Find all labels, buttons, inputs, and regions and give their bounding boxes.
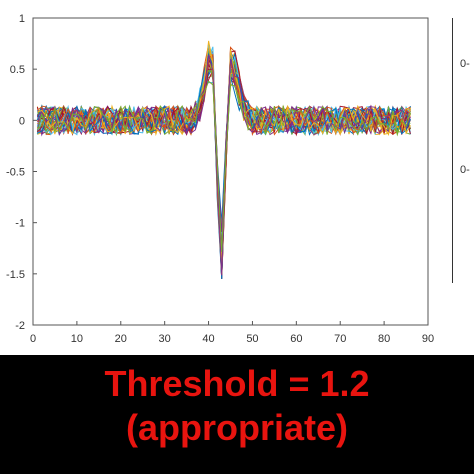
x-tick-label: 80 bbox=[378, 333, 390, 345]
caption-line-1: Threshold = 1.2 bbox=[104, 363, 370, 404]
y-tick-label: -2 bbox=[15, 320, 25, 332]
adjacent-tick-top: 0- bbox=[460, 58, 470, 70]
waveform-trace bbox=[37, 44, 411, 271]
waveform-trace bbox=[37, 54, 411, 276]
axis-ticks bbox=[32, 17, 429, 326]
waveform-trace bbox=[36, 52, 411, 278]
caption-line-2: (appropriate) bbox=[125, 407, 348, 448]
x-tick-label: 60 bbox=[290, 333, 302, 345]
waveform-trace bbox=[36, 49, 411, 276]
plot-panel: 0 10 20 30 40 50 60 70 80 90 1 0.5 0 -0.5 -1 -1.5 -2 bbox=[0, 0, 446, 355]
y-tick-label: 1 bbox=[19, 13, 25, 25]
waveform-trace bbox=[37, 53, 411, 276]
axis-tick-labels: 0 10 20 30 40 50 60 70 80 90 1 0.5 0 -0.5 -1 -1.5 -2 bbox=[6, 13, 434, 345]
waveform-chart: 0 10 20 30 40 50 60 70 80 90 1 0.5 0 -0.5 -1 -1.5 -2 bbox=[6, 13, 434, 345]
y-tick-label: -1 bbox=[15, 218, 25, 230]
y-tick-label: 0 bbox=[19, 115, 25, 127]
x-tick-label: 50 bbox=[246, 333, 258, 345]
waveform-trace bbox=[37, 52, 411, 279]
waveform-trace bbox=[37, 40, 411, 274]
waveform-traces bbox=[36, 40, 411, 279]
x-tick-label: 40 bbox=[202, 333, 214, 345]
x-tick-label: 90 bbox=[422, 333, 434, 345]
y-tick-label: 0.5 bbox=[10, 64, 25, 76]
waveform-trace bbox=[37, 45, 411, 277]
adjacent-axis-line bbox=[452, 18, 453, 283]
waveform-trace bbox=[37, 50, 411, 279]
y-tick-label: -0.5 bbox=[6, 167, 25, 179]
threshold-caption: Threshold = 1.2 (appropriate) bbox=[0, 362, 474, 450]
waveform-trace bbox=[36, 55, 411, 271]
waveform-trace bbox=[36, 54, 411, 274]
x-tick-label: 0 bbox=[30, 333, 36, 345]
waveform-trace bbox=[36, 44, 411, 279]
waveform-trace bbox=[36, 43, 411, 279]
y-tick-label: -1.5 bbox=[6, 269, 25, 281]
adjacent-panel-fragment: 0- 0- bbox=[446, 0, 474, 355]
x-tick-label: 70 bbox=[334, 333, 346, 345]
x-tick-label: 10 bbox=[71, 333, 83, 345]
adjacent-tick-mid: 0- bbox=[460, 164, 470, 176]
waveform-trace bbox=[37, 80, 411, 253]
waveform-trace bbox=[36, 50, 411, 279]
x-tick-label: 30 bbox=[159, 333, 171, 345]
x-tick-label: 20 bbox=[115, 333, 127, 345]
waveform-trace bbox=[36, 45, 411, 279]
waveform-trace bbox=[37, 48, 411, 272]
